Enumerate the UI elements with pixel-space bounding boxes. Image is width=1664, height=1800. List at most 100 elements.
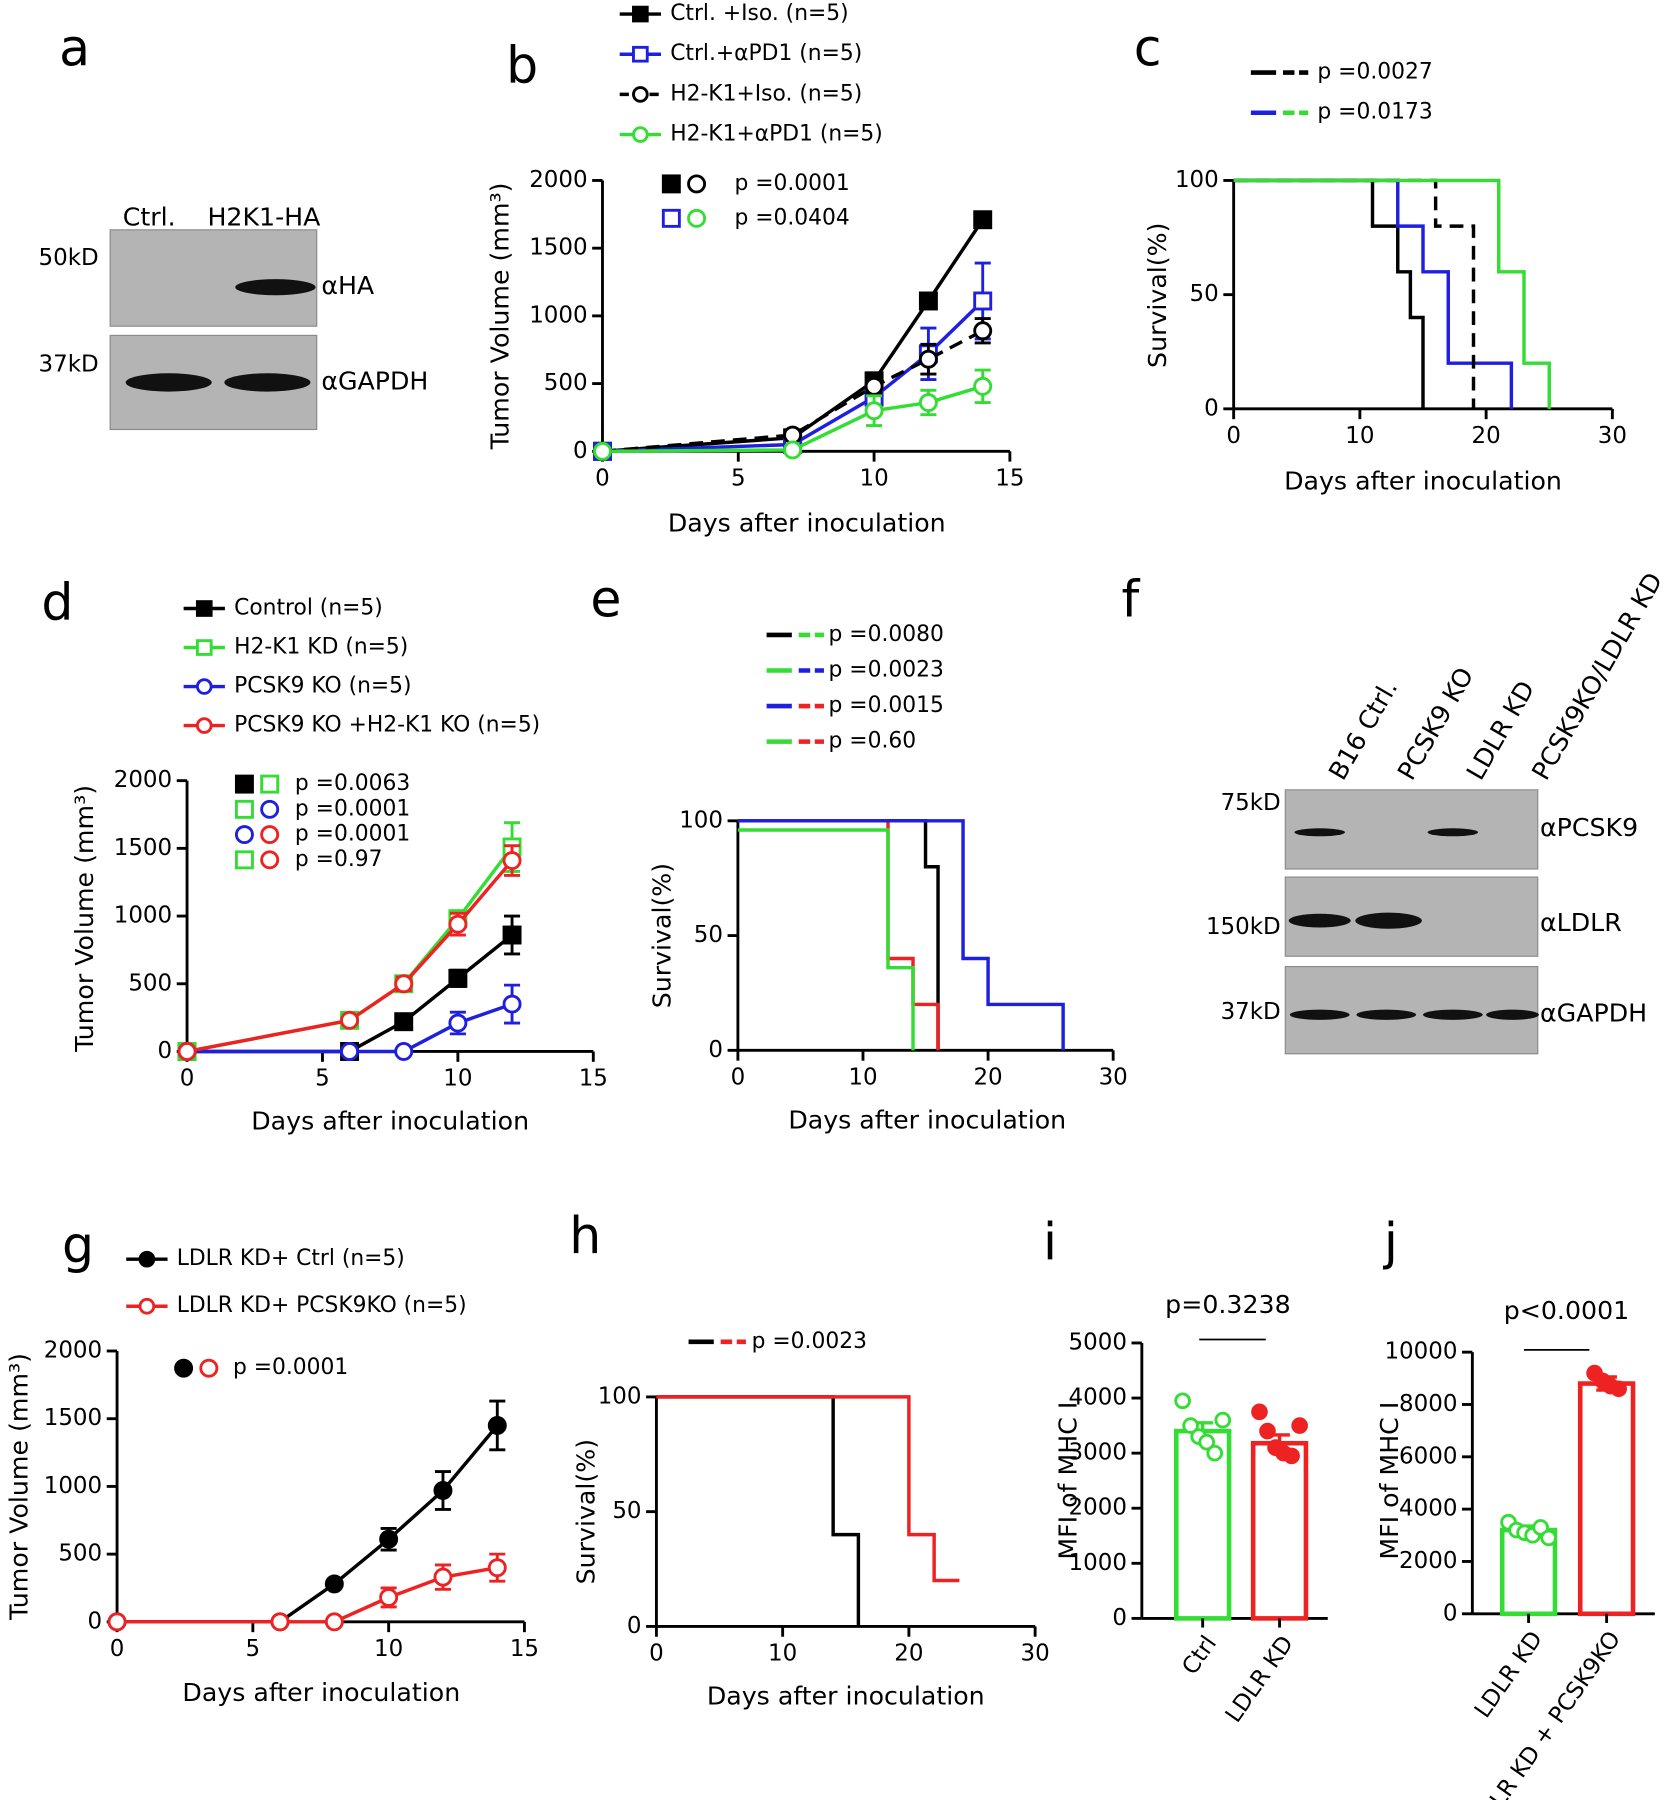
- marker: [174, 1358, 194, 1378]
- blot-band: [1288, 913, 1351, 928]
- survival-curve: [1233, 178, 1425, 409]
- x-tick-label: LDLR KD: [1470, 1627, 1548, 1723]
- marker: [973, 291, 993, 311]
- survival-curve: [737, 819, 940, 1051]
- y-axis-label: Tumor Volume (mm³): [5, 1353, 34, 1621]
- x-tick-label: 30: [1099, 1064, 1128, 1090]
- legend-label: PCSK9 KO +H2-K1 KO (n=5): [234, 713, 540, 738]
- p-value: p =0.0023: [829, 657, 944, 682]
- blot-band: [1423, 1009, 1483, 1020]
- p-value: p =0.60: [829, 729, 917, 754]
- marker: [260, 774, 280, 794]
- y-axis-label: Survival(%): [572, 1439, 601, 1584]
- lane-label: Ctrl.: [123, 202, 176, 231]
- marker: [324, 1574, 344, 1594]
- legend-label: Ctrl.+αPD1 (n=5): [670, 41, 862, 66]
- marker: [195, 678, 213, 695]
- x-tick-label: 0: [649, 1640, 664, 1666]
- lane-label: PCSK9KO/LDLR KD: [1526, 568, 1664, 785]
- marker: [918, 393, 938, 413]
- legend-label: Control (n=5): [234, 596, 383, 621]
- marker: [1291, 1417, 1308, 1434]
- legend-label: PCSK9 KO (n=5): [234, 674, 411, 699]
- y-tick-label: 10000: [1384, 1339, 1457, 1365]
- p-value: p =0.0001: [233, 1355, 348, 1380]
- x-tick-label: 0: [595, 465, 610, 491]
- legend-label: H2-K1+αPD1 (n=5): [670, 122, 883, 147]
- marker: [177, 1042, 197, 1061]
- p-value: p =0.0001: [295, 822, 410, 847]
- marker: [195, 600, 213, 617]
- y-axis-label: Survival(%): [1143, 223, 1172, 368]
- panel-letter: j: [1383, 1212, 1398, 1271]
- y-tick-label: 0: [158, 1038, 173, 1064]
- marker: [502, 925, 522, 945]
- y-tick-label: 8000: [1399, 1391, 1457, 1417]
- p-value: p =0.0173: [1317, 100, 1432, 125]
- y-axis-label: MFI of MHC I: [1375, 1402, 1404, 1560]
- marker: [502, 994, 522, 1014]
- marker: [324, 1612, 344, 1632]
- p-value: p =0.97: [295, 847, 383, 872]
- panel-letter: h: [569, 1206, 601, 1265]
- panel-letter: b: [506, 36, 538, 95]
- marker: [632, 126, 649, 143]
- marker: [632, 45, 649, 63]
- y-tick-label: 500: [58, 1541, 102, 1567]
- survival-curve: [1233, 178, 1514, 409]
- bar: [1173, 1428, 1232, 1621]
- blot-membrane: [109, 229, 318, 327]
- marker: [1198, 1433, 1216, 1451]
- x-axis-label: Days after inoculation: [707, 1682, 985, 1711]
- p-value: p =0.0001: [734, 171, 849, 196]
- x-axis-label: Days after inoculation: [788, 1105, 1066, 1134]
- y-tick-label: 1000: [44, 1473, 102, 1499]
- marker: [107, 1612, 127, 1632]
- size-marker: 50kD: [39, 245, 99, 271]
- marker: [487, 1558, 507, 1578]
- y-tick-label: 50: [694, 922, 723, 948]
- y-tick-label: 100: [598, 1383, 642, 1409]
- y-tick-label: 0: [627, 1613, 642, 1639]
- p-value: p<0.0001: [1504, 1296, 1629, 1325]
- x-axis-label: Days after inoculation: [668, 509, 946, 538]
- marker: [661, 174, 681, 194]
- marker: [448, 1013, 468, 1033]
- marker: [340, 1042, 360, 1061]
- antibody-label: αHA: [321, 271, 375, 300]
- marker: [195, 717, 213, 734]
- marker: [1283, 1447, 1300, 1465]
- x-axis-label: Days after inoculation: [251, 1107, 529, 1136]
- p-value: p =0.0404: [734, 205, 849, 230]
- y-axis-label: Tumor Volume (mm³): [70, 785, 99, 1053]
- survival-curve: [1233, 178, 1476, 409]
- blot-band: [235, 279, 316, 296]
- survival-curve: [656, 1395, 861, 1627]
- marker: [394, 1042, 414, 1061]
- marker: [379, 1529, 399, 1549]
- x-tick-label: 10: [848, 1064, 877, 1090]
- p-value: p =0.0015: [829, 693, 944, 718]
- x-axis-label: Days after inoculation: [182, 1678, 460, 1707]
- y-tick-label: 4000: [1399, 1496, 1457, 1522]
- x-tick-label: 10: [374, 1636, 403, 1662]
- marker: [864, 401, 884, 421]
- marker: [448, 914, 468, 934]
- y-tick-label: 1000: [529, 302, 587, 328]
- blot-band: [1294, 828, 1345, 837]
- x-tick-label: 5: [246, 1636, 261, 1662]
- lane-label: B16 Ctrl.: [1323, 675, 1403, 785]
- x-tick-label: 20: [973, 1064, 1002, 1090]
- blot-band: [1356, 1009, 1417, 1020]
- p-value: p =0.0080: [829, 622, 944, 647]
- x-tick-label: 15: [995, 465, 1024, 491]
- marker: [487, 1416, 507, 1435]
- bar: [1250, 1440, 1309, 1621]
- y-tick-label: 0: [1443, 1600, 1458, 1626]
- blot-band: [1486, 1009, 1539, 1020]
- x-tick-label: 10: [443, 1066, 472, 1092]
- p-value: p =0.0023: [752, 1329, 867, 1354]
- y-tick-label: 1500: [114, 835, 172, 861]
- marker: [138, 1250, 156, 1268]
- marker: [234, 799, 254, 819]
